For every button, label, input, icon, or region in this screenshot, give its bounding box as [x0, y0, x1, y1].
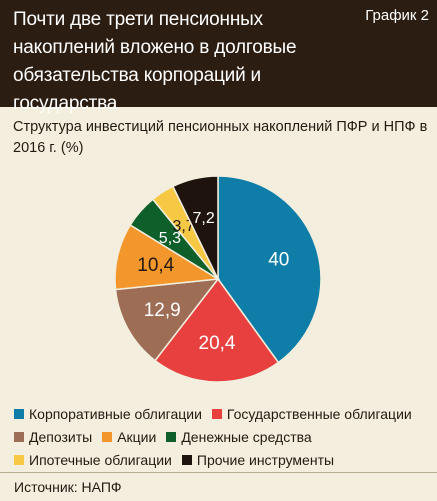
- pie-value-label-7: 7,2: [193, 210, 215, 227]
- legend-label: Ипотечные облигации: [29, 451, 172, 468]
- legend-item: Корпоративные облигации: [14, 403, 202, 425]
- pie-slice-2: [154, 277, 280, 383]
- pie-slice-1: [217, 175, 322, 364]
- source-note: Источник: НАПФ: [14, 479, 122, 495]
- chart-number-label: График 2: [365, 7, 429, 24]
- legend-swatch: [14, 408, 24, 419]
- pie-slice-7: [171, 175, 219, 280]
- legend-item: Денежные средства: [166, 426, 312, 448]
- header-bar: Почти две трети пенсионных накоплений вл…: [0, 0, 437, 114]
- legend-row: Корпоративные облигации Государственные о…: [14, 402, 434, 425]
- legend-item: Ипотечные облигации: [14, 449, 172, 471]
- legend-swatch: [166, 431, 177, 442]
- legend-swatch: [181, 454, 192, 465]
- legend-label: Денежные средства: [181, 428, 312, 445]
- pie-value-label-5: 5,3: [159, 230, 181, 247]
- pie-value-label-6: 3,7: [172, 218, 194, 235]
- legend-row: Депозиты Акции Денежные средства: [14, 425, 434, 448]
- chart-legend: Корпоративные облигации Государственные о…: [14, 402, 434, 471]
- legend-swatch: [102, 431, 113, 442]
- legend-label: Депозиты: [29, 428, 93, 445]
- pie-slice-3: [114, 278, 220, 362]
- pie-value-label-1: 40: [268, 249, 289, 270]
- pie-value-label-3: 12,9: [144, 300, 181, 321]
- chart-subtitle: Структура инвестиций пенсионных накоплен…: [13, 119, 428, 156]
- legend-swatch: [211, 408, 222, 419]
- pie-value-label-2: 20,4: [199, 333, 236, 354]
- legend-label: Акции: [117, 428, 157, 445]
- legend-row: Ипотечные облигации Прочие инструменты: [14, 448, 434, 471]
- legend-swatch: [14, 454, 24, 465]
- chart-title: Почти две трети пенсионных накоплений вл…: [13, 9, 297, 114]
- legend-label: Государственные облигации: [226, 405, 412, 422]
- legend-swatch: [14, 431, 24, 442]
- legend-item: Государственные облигации: [211, 403, 412, 425]
- pie-value-label-4: 10,4: [137, 255, 174, 276]
- footer: Источник: НАПФ: [0, 472, 437, 501]
- legend-label: Корпоративные облигации: [29, 405, 202, 422]
- legend-item: Акции: [102, 426, 156, 448]
- legend-item: Депозиты: [14, 426, 92, 448]
- legend-label: Прочие инструменты: [196, 451, 335, 468]
- legend-item: Прочие инструменты: [181, 449, 335, 471]
